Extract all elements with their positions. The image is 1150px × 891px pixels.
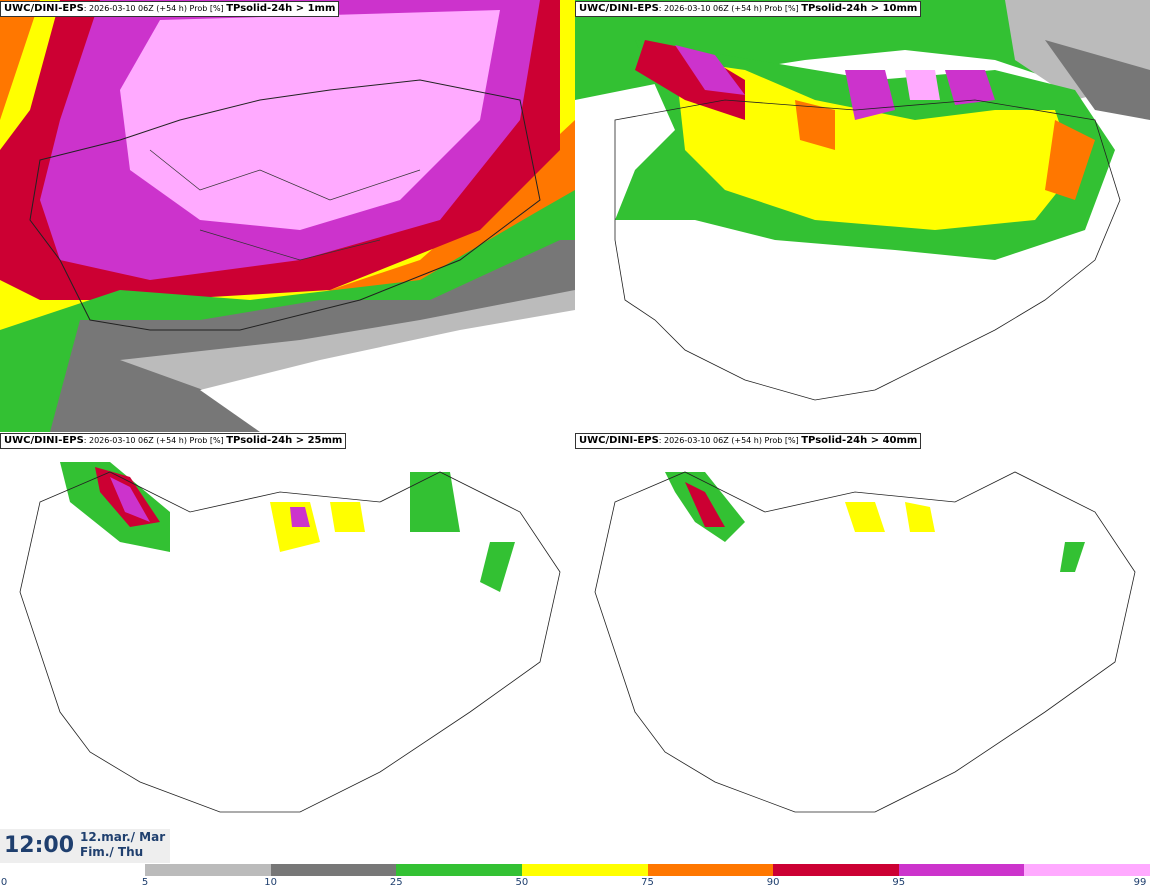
colorbar-tick-label: 99 — [1133, 877, 1147, 888]
probability-map — [575, 432, 1150, 864]
colorbar-segment — [647, 864, 774, 876]
variable-name: TPsolid-24h > 10mm — [801, 3, 918, 14]
valid-date: 12.mar./ Mar — [80, 830, 166, 844]
map-panel-10mm: UWC/DINI-EPS: 2026-03-10 06Z (+54 h) Pro… — [575, 0, 1150, 432]
valid-weekday: Fim./ Thu — [80, 845, 144, 859]
run-info: : 2026-03-10 06Z (+54 h) Prob [%] — [658, 436, 802, 445]
map-panel-1mm: UWC/DINI-EPS: 2026-03-10 06Z (+54 h) Pro… — [0, 0, 575, 432]
valid-time: 12:00 — [4, 833, 75, 858]
map-panel-40mm: UWC/DINI-EPS: 2026-03-10 06Z (+54 h) Pro… — [575, 432, 1150, 864]
variable-name: TPsolid-24h > 25mm — [226, 435, 343, 446]
probability-map — [0, 0, 575, 432]
colorbar — [145, 864, 1150, 876]
colorbar-segment — [773, 864, 899, 876]
model-name: UWC/DINI-EPS — [579, 435, 659, 446]
model-name: UWC/DINI-EPS — [4, 435, 84, 446]
map-panel-25mm: UWC/DINI-EPS: 2026-03-10 06Z (+54 h) Pro… — [0, 432, 575, 864]
variable-name: TPsolid-24h > 40mm — [801, 435, 918, 446]
probability-map — [575, 0, 1150, 432]
colorbar-segment — [1024, 864, 1150, 876]
colorbar-tick-label: 50 — [515, 877, 529, 888]
model-name: UWC/DINI-EPS — [579, 3, 659, 14]
panel-header: UWC/DINI-EPS: 2026-03-10 06Z (+54 h) Pro… — [575, 433, 922, 449]
colorbar-segment — [898, 864, 1025, 876]
colorbar-segment — [270, 864, 397, 876]
colorbar-tick-label: 25 — [389, 877, 403, 888]
colorbar-segment — [396, 864, 522, 876]
run-info: : 2026-03-10 06Z (+54 h) Prob [%] — [83, 4, 227, 13]
variable-name: TPsolid-24h > 1mm — [226, 3, 336, 14]
panel-header: UWC/DINI-EPS: 2026-03-10 06Z (+54 h) Pro… — [0, 433, 347, 449]
probability-map — [0, 432, 575, 864]
run-info: : 2026-03-10 06Z (+54 h) Prob [%] — [83, 436, 227, 445]
colorbar-tick-label: 5 — [141, 877, 149, 888]
model-name: UWC/DINI-EPS — [4, 3, 84, 14]
colorbar-tick-label: 10 — [264, 877, 277, 888]
panel-header: UWC/DINI-EPS: 2026-03-10 06Z (+54 h) Pro… — [0, 1, 340, 17]
colorbar-segment — [521, 864, 648, 876]
run-info: : 2026-03-10 06Z (+54 h) Prob [%] — [658, 4, 802, 13]
colorbar-tick-label: 90 — [766, 877, 780, 888]
panel-header: UWC/DINI-EPS: 2026-03-10 06Z (+54 h) Pro… — [575, 1, 922, 17]
colorbar-tick-label: 95 — [892, 877, 906, 888]
valid-time-box: 12:00 12.mar./ Mar Fim./ Thu — [0, 829, 170, 863]
colorbar-segment — [145, 864, 271, 876]
colorbar-tick-label: 0 — [0, 877, 8, 888]
colorbar-tick-label: 75 — [641, 877, 654, 888]
